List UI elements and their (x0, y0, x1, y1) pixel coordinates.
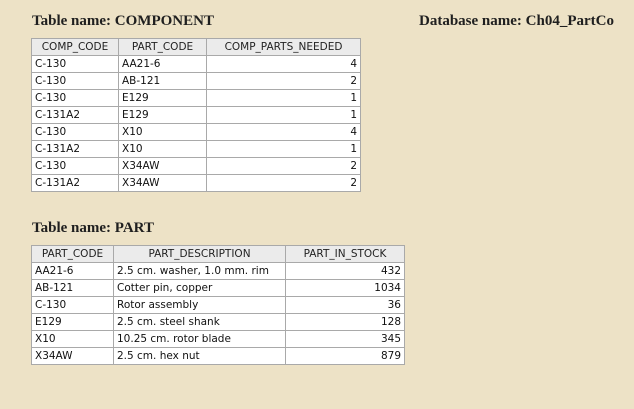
component-table-heading: Table name: COMPONENT (32, 13, 214, 29)
part-in-stock-cell: 345 (285, 330, 405, 348)
table-row: C-130 X10 4 (31, 123, 361, 141)
part-code-cell: E129 (118, 89, 207, 107)
table-row: C-130 X34AW 2 (31, 157, 361, 175)
part-code-cell: X34AW (118, 157, 207, 175)
table-row: C-130 AB-121 2 (31, 72, 361, 90)
part-table: PART_CODE PART_DESCRIPTION PART_IN_STOCK… (31, 245, 405, 365)
comp-code-cell: C-130 (31, 157, 119, 175)
column-header-part-code: PART_CODE (31, 245, 114, 263)
part-code-cell: X34AW (118, 174, 207, 192)
comp-code-cell: C-131A2 (31, 106, 119, 124)
part-description-cell: 10.25 cm. rotor blade (113, 330, 286, 348)
part-code-cell: X34AW (31, 347, 114, 365)
table-row: C-130 E129 1 (31, 89, 361, 107)
comp-parts-needed-cell: 1 (206, 89, 361, 107)
table-row: C-131A2 X10 1 (31, 140, 361, 158)
part-in-stock-cell: 128 (285, 313, 405, 331)
comp-parts-needed-cell: 4 (206, 123, 361, 141)
comp-parts-needed-cell: 1 (206, 140, 361, 158)
part-description-cell: Rotor assembly (113, 296, 286, 314)
part-code-cell: C-130 (31, 296, 114, 314)
part-code-cell: E129 (31, 313, 114, 331)
part-description-cell: 2.5 cm. hex nut (113, 347, 286, 365)
part-in-stock-cell: 879 (285, 347, 405, 365)
part-header-row: PART_CODE PART_DESCRIPTION PART_IN_STOCK (31, 245, 405, 263)
comp-code-cell: C-131A2 (31, 140, 119, 158)
part-description-cell: 2.5 cm. washer, 1.0 mm. rim (113, 262, 286, 280)
part-in-stock-cell: 1034 (285, 279, 405, 297)
table-row: AA21-6 2.5 cm. washer, 1.0 mm. rim 432 (31, 262, 405, 280)
part-code-cell: X10 (31, 330, 114, 348)
column-header-part-in-stock: PART_IN_STOCK (285, 245, 405, 263)
part-table-heading: Table name: PART (32, 220, 154, 236)
table-row: X10 10.25 cm. rotor blade 345 (31, 330, 405, 348)
table-row: C-131A2 X34AW 2 (31, 174, 361, 192)
part-code-cell: AB-121 (118, 72, 207, 90)
part-in-stock-cell: 36 (285, 296, 405, 314)
comp-code-cell: C-130 (31, 123, 119, 141)
part-code-cell: AB-121 (31, 279, 114, 297)
part-code-cell: AA21-6 (31, 262, 114, 280)
comp-code-cell: C-130 (31, 55, 119, 73)
table-row: C-130 AA21-6 4 (31, 55, 361, 73)
part-in-stock-cell: 432 (285, 262, 405, 280)
table-row: C-130 Rotor assembly 36 (31, 296, 405, 314)
table-row: C-131A2 E129 1 (31, 106, 361, 124)
column-header-comp-parts-needed: COMP_PARTS_NEEDED (206, 38, 361, 56)
comp-parts-needed-cell: 1 (206, 106, 361, 124)
column-header-part-description: PART_DESCRIPTION (113, 245, 286, 263)
table-row: AB-121 Cotter pin, copper 1034 (31, 279, 405, 297)
component-header-row: COMP_CODE PART_CODE COMP_PARTS_NEEDED (31, 38, 361, 56)
column-header-comp-code: COMP_CODE (31, 38, 119, 56)
part-code-cell: X10 (118, 140, 207, 158)
part-code-cell: X10 (118, 123, 207, 141)
comp-parts-needed-cell: 2 (206, 174, 361, 192)
part-description-cell: 2.5 cm. steel shank (113, 313, 286, 331)
comp-parts-needed-cell: 2 (206, 157, 361, 175)
comp-code-cell: C-130 (31, 72, 119, 90)
comp-code-cell: C-131A2 (31, 174, 119, 192)
comp-parts-needed-cell: 4 (206, 55, 361, 73)
part-description-cell: Cotter pin, copper (113, 279, 286, 297)
component-table: COMP_CODE PART_CODE COMP_PARTS_NEEDED C-… (31, 38, 361, 192)
table-row: X34AW 2.5 cm. hex nut 879 (31, 347, 405, 365)
table-row: E129 2.5 cm. steel shank 128 (31, 313, 405, 331)
column-header-part-code: PART_CODE (118, 38, 207, 56)
database-name-label: Database name: Ch04_PartCo (419, 13, 614, 29)
comp-parts-needed-cell: 2 (206, 72, 361, 90)
part-code-cell: E129 (118, 106, 207, 124)
comp-code-cell: C-130 (31, 89, 119, 107)
part-code-cell: AA21-6 (118, 55, 207, 73)
